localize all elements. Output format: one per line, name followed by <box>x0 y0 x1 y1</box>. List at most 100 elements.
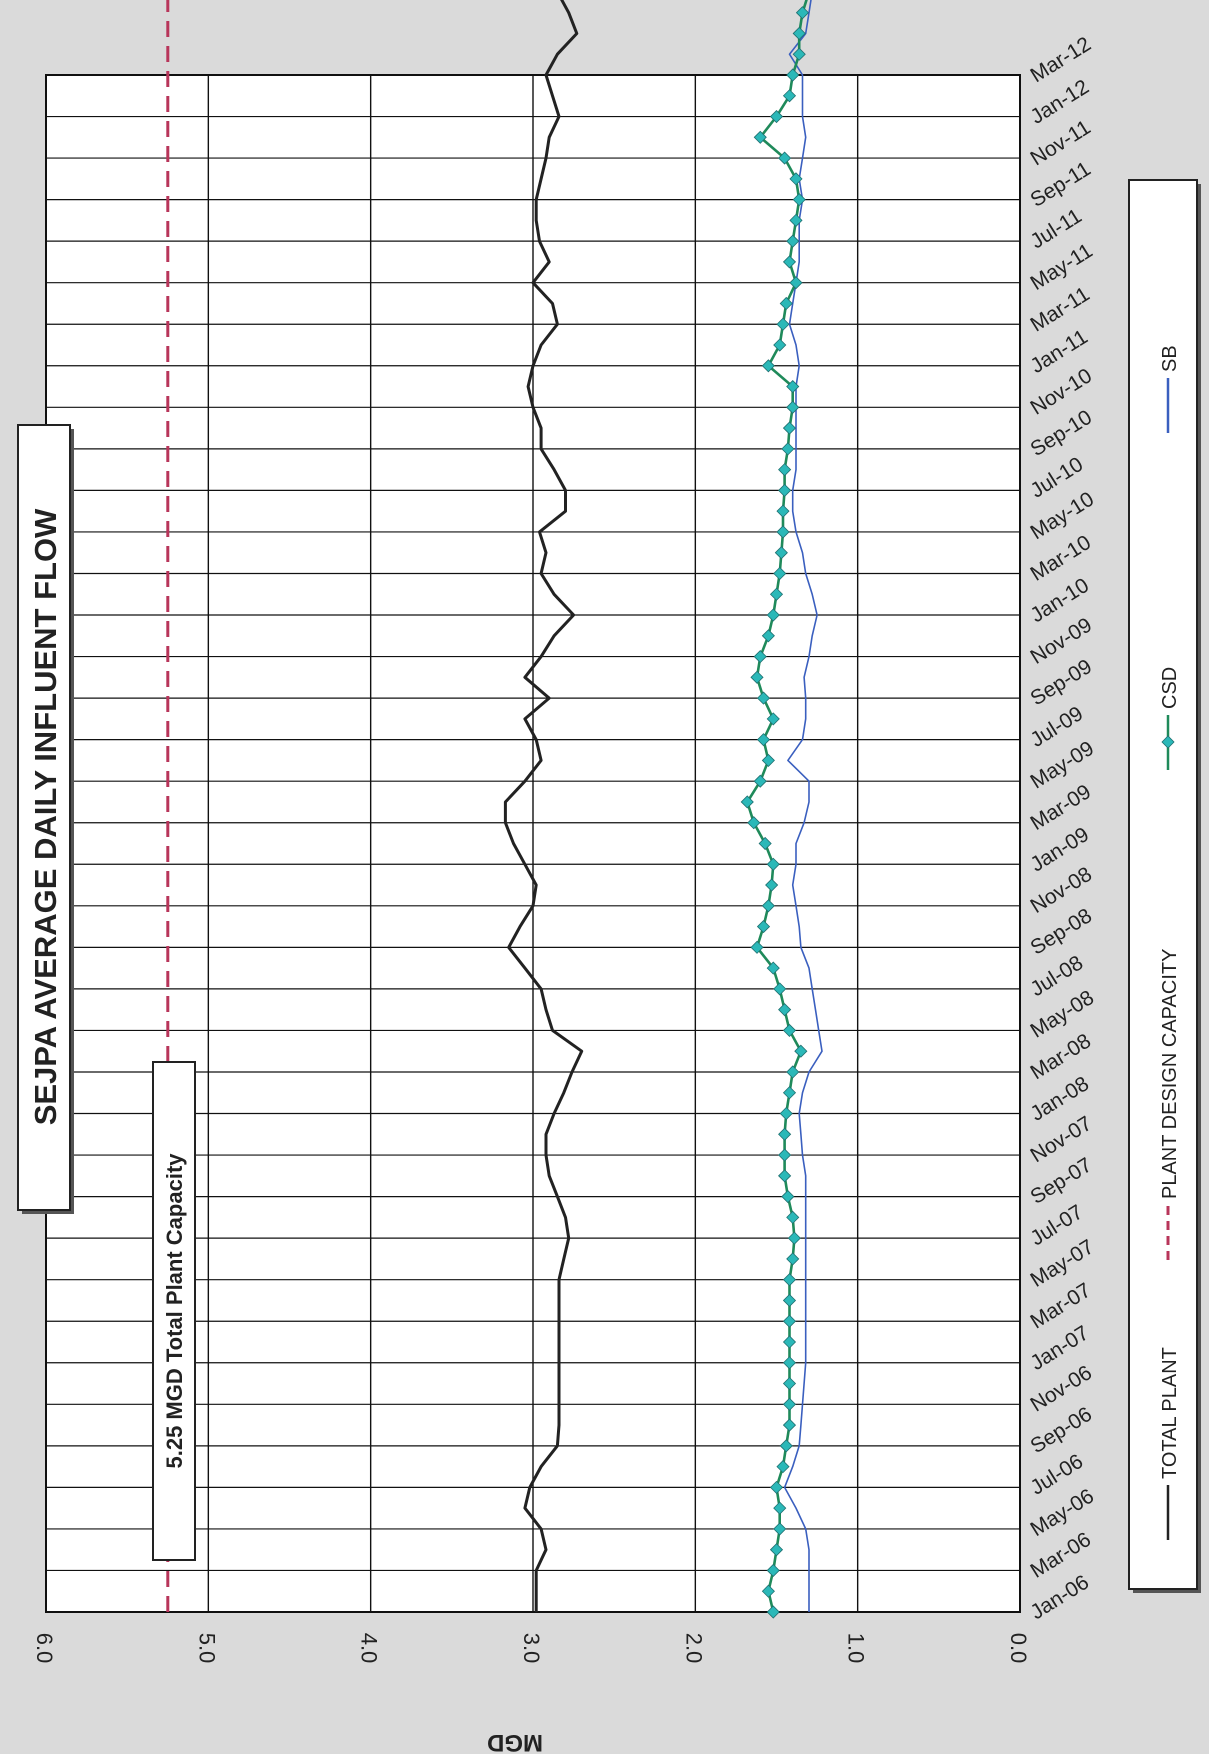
y-tick-label: 3.0 <box>519 1633 544 1664</box>
data-point <box>778 1169 792 1183</box>
data-point <box>786 1065 800 1079</box>
data-point <box>778 151 792 165</box>
data-point <box>774 546 788 560</box>
data-point <box>747 816 761 830</box>
data-point <box>789 213 803 227</box>
data-point <box>769 587 784 601</box>
y-tick-label: 2.0 <box>681 1633 706 1664</box>
data-point <box>773 1501 787 1515</box>
data-point <box>769 1543 784 1557</box>
data-point <box>765 878 779 892</box>
y-tick-label: 6.0 <box>32 1633 57 1664</box>
chart-title-text: SEJPA AVERAGE DAILY INFLUENT FLOW <box>28 508 63 1125</box>
data-point <box>740 795 754 809</box>
data-point <box>795 6 810 20</box>
data-point <box>753 130 767 144</box>
data-point <box>766 857 780 871</box>
data-point <box>782 89 797 103</box>
data-point <box>786 68 800 82</box>
chart-title-box <box>17 424 71 1211</box>
data-point <box>769 1480 784 1494</box>
legend-box <box>1128 179 1198 1590</box>
legend-label: TOTAL PLANT <box>1159 1347 1181 1479</box>
data-point <box>766 961 780 975</box>
data-point <box>782 421 797 435</box>
data-point <box>750 940 764 954</box>
data-point <box>779 296 793 311</box>
data-point <box>766 1563 780 1578</box>
data-point <box>789 276 803 290</box>
data-point <box>766 1605 780 1619</box>
data-point <box>753 774 767 788</box>
data-point <box>776 504 790 518</box>
data-point <box>778 483 792 497</box>
data-point <box>776 317 790 331</box>
data-point <box>779 1106 793 1121</box>
data-point <box>773 982 787 996</box>
data-point <box>778 1127 792 1141</box>
data-point <box>769 109 784 124</box>
data-point <box>786 234 800 248</box>
legend-label: PLANT DESIGN CAPACITY <box>1159 949 1181 1199</box>
data-point <box>782 1356 797 1370</box>
data-point <box>782 1418 797 1432</box>
data-point <box>792 193 806 207</box>
data-point <box>766 608 780 622</box>
capacity-annotation-text: 5.25 MGD Total Plant Capacity <box>162 1153 187 1469</box>
data-point <box>761 753 775 767</box>
data-point <box>773 338 787 352</box>
data-point <box>782 1086 797 1100</box>
data-point <box>753 650 767 664</box>
data-point <box>756 733 771 747</box>
series-line <box>783 0 823 1612</box>
data-point <box>776 525 790 539</box>
data-point <box>756 920 771 934</box>
data-point <box>792 47 806 61</box>
data-point <box>786 379 800 394</box>
legend-label: CSD <box>1159 667 1181 709</box>
legend-label: SB <box>1159 345 1181 372</box>
data-point <box>782 1397 797 1411</box>
data-point <box>786 1252 800 1266</box>
data-point <box>778 1003 792 1017</box>
y-axis-title-text: MGD <box>487 1729 543 1754</box>
data-point <box>781 442 795 456</box>
data-point <box>761 629 775 643</box>
data-point <box>786 400 800 414</box>
series-layer <box>166 0 823 1619</box>
series-line <box>503 0 584 1612</box>
data-point <box>786 1210 800 1224</box>
data-point <box>794 1044 808 1058</box>
data-point <box>761 1584 775 1598</box>
capacity-annotation-box <box>152 1061 196 1561</box>
data-point <box>782 1335 797 1349</box>
y-tick-label: 0.0 <box>1006 1633 1031 1664</box>
data-point <box>761 899 775 913</box>
data-point <box>782 255 797 269</box>
data-point <box>773 566 787 581</box>
data-point <box>782 1314 797 1328</box>
data-point <box>756 691 771 705</box>
data-point <box>787 1231 801 1245</box>
data-point <box>773 1522 787 1536</box>
data-point <box>782 1376 797 1391</box>
data-point <box>782 1273 797 1287</box>
y-tick-label: 5.0 <box>194 1633 219 1664</box>
data-point <box>789 172 803 186</box>
y-tick-label: 1.0 <box>844 1633 869 1664</box>
data-point <box>776 1460 790 1474</box>
data-point <box>779 1439 793 1453</box>
chart-title: SEJPA AVERAGE DAILY INFLUENT FLOW <box>17 424 74 1214</box>
capacity-annotation: 5.25 MGD Total Plant Capacity <box>152 1061 196 1561</box>
y-axis-labels: 0.0 1.0 2.0 3.0 4.0 5.0 6.0 <box>32 1633 1031 1664</box>
data-point <box>758 836 772 851</box>
data-point <box>750 670 764 684</box>
data-point <box>778 1148 792 1162</box>
y-tick-label: 4.0 <box>357 1633 382 1664</box>
data-point <box>782 1293 797 1308</box>
data-point <box>792 26 806 41</box>
data-point <box>761 359 775 373</box>
data-point <box>782 1023 797 1037</box>
data-point <box>766 712 780 726</box>
